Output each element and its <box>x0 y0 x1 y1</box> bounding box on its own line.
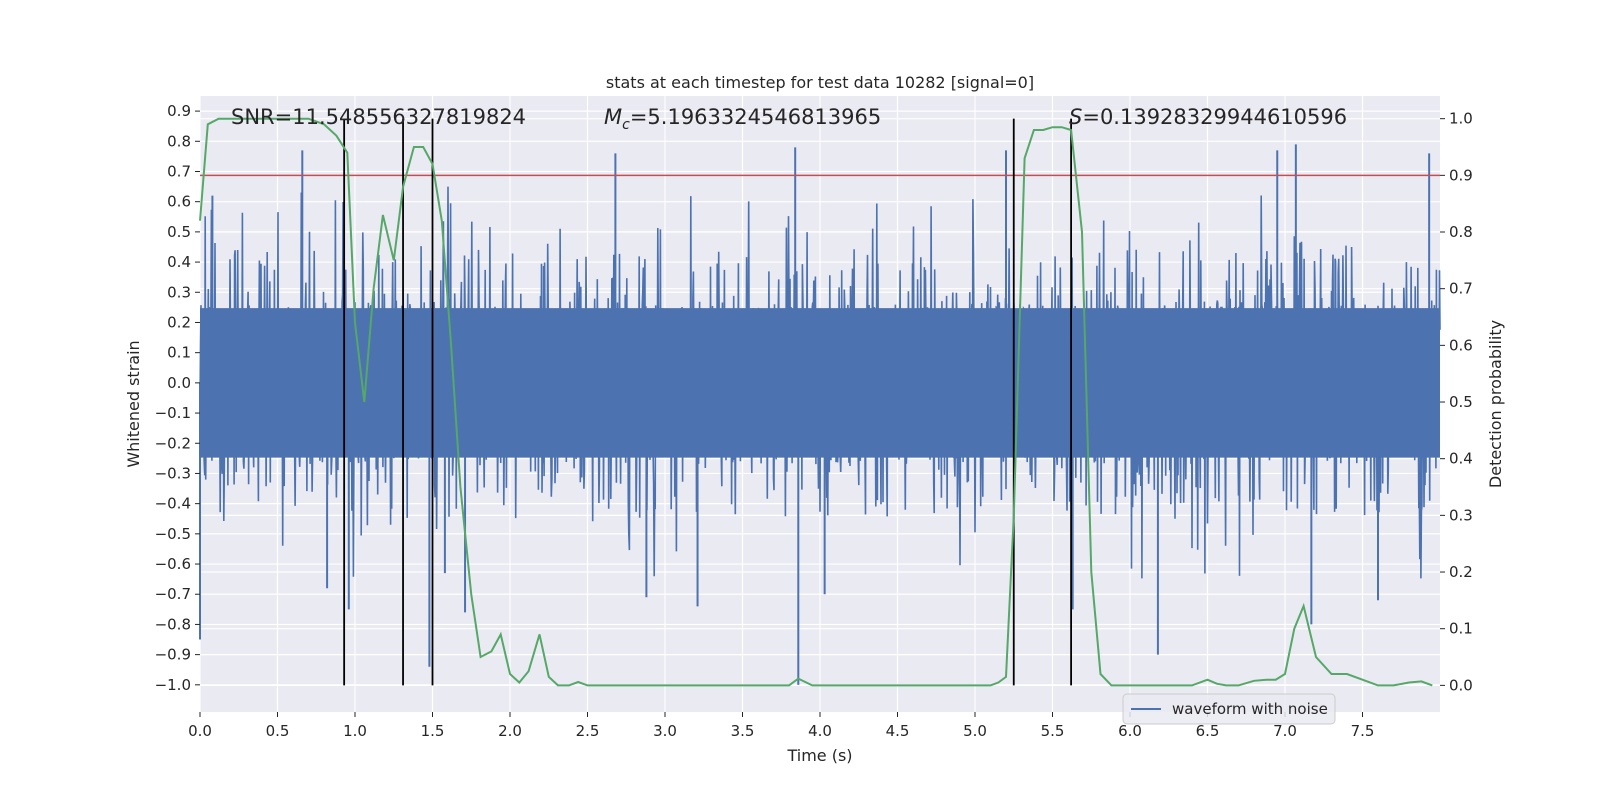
chirp-mass-annotation: Mc=5.1963324546813965 <box>604 105 881 133</box>
y-tick-label: 0.8 <box>167 132 191 150</box>
y-tick-label: 0.2 <box>167 313 191 331</box>
y-tick-label: −0.1 <box>155 404 191 422</box>
y-tick-label: 0.3 <box>167 283 191 301</box>
y2-tick-label: 0.3 <box>1449 506 1473 524</box>
y-tick-label: −0.4 <box>155 495 191 513</box>
y2-axis-label: Detection probability <box>1486 320 1505 488</box>
y-tick-label: 0.7 <box>167 162 191 180</box>
s-annotation: S=0.13928329944610596 <box>1069 105 1347 129</box>
legend: waveform with noise <box>1122 693 1336 725</box>
probability-line <box>199 117 1433 687</box>
y2-tick-label: 0.8 <box>1449 223 1473 241</box>
x-tick-label: 1.0 <box>343 722 367 740</box>
x-tick-label: 0.0 <box>188 722 212 740</box>
x-axis-ticks: 0.0 0.5 1.0 1.5 2.0 2.5 3.0 3.5 4.0 4.5 5.0 5.5 6.0 6… <box>188 712 1374 740</box>
x-tick-label: 5.0 <box>963 722 987 740</box>
vertical-markers <box>343 118 1072 686</box>
x-tick-label: 6.0 <box>1118 722 1142 740</box>
y2-tick-label: 0.6 <box>1449 336 1473 354</box>
x-tick-label: 5.5 <box>1041 722 1065 740</box>
y-tick-label: −0.3 <box>155 464 191 482</box>
chirp-mass-value: =5.1963324546813965 <box>630 105 881 129</box>
snr-annotation: SNR=11.548556327819824 <box>231 105 526 129</box>
x-tick-label: 6.5 <box>1196 722 1220 740</box>
y2-tick-label: 0.0 <box>1449 676 1473 694</box>
x-tick-label: 2.5 <box>576 722 600 740</box>
y-tick-label: −0.9 <box>155 646 191 664</box>
waveform-series <box>199 144 1441 685</box>
y-tick-label: 0.4 <box>167 253 191 271</box>
y-tick-label: −0.7 <box>155 585 191 603</box>
y-tick-label: −0.5 <box>155 525 191 543</box>
chirp-mass-subscript: c <box>622 117 630 133</box>
y2-tick-label: 0.1 <box>1449 620 1473 638</box>
probability-series <box>199 117 1433 687</box>
legend-label-waveform: waveform with noise <box>1172 700 1328 718</box>
waveform-core <box>200 308 1440 458</box>
y2-tick-label: 1.0 <box>1449 110 1473 128</box>
y2-tick-label: 0.5 <box>1449 393 1473 411</box>
legend-box <box>1122 693 1336 725</box>
y-axis-ticks: 0.9 0.8 0.7 0.6 0.5 0.4 0.3 0.2 0.1 0.0 −0.1 −0.2 −0… <box>155 102 200 694</box>
y2-tick-label: 0.4 <box>1449 450 1473 468</box>
s-symbol: S <box>1069 105 1082 129</box>
y-tick-label: −0.2 <box>155 434 191 452</box>
y-tick-label: 0.6 <box>167 193 191 211</box>
chart-title: stats at each timestep for test data 102… <box>606 73 1034 92</box>
y-tick-label: 0.1 <box>167 344 191 362</box>
x-tick-label: 2.0 <box>498 722 522 740</box>
y-tick-label: −0.8 <box>155 615 191 633</box>
x-tick-label: 4.0 <box>808 722 832 740</box>
x-tick-label: 0.5 <box>266 722 290 740</box>
x-tick-label: 3.0 <box>653 722 677 740</box>
chirp-mass-symbol: M <box>604 105 622 129</box>
x-tick-label: 4.5 <box>886 722 910 740</box>
s-value: =0.13928329944610596 <box>1082 105 1347 129</box>
y2-tick-label: 0.7 <box>1449 280 1473 298</box>
x-tick-label: 7.0 <box>1273 722 1297 740</box>
x-tick-label: 3.5 <box>731 722 755 740</box>
y2-tick-label: 0.2 <box>1449 563 1473 581</box>
x-tick-label: 1.5 <box>421 722 445 740</box>
y2-axis-ticks: 1.0 0.9 0.8 0.7 0.6 0.5 0.4 0.3 0.2 0.1 0.0 <box>1440 110 1473 694</box>
y-tick-label: −1.0 <box>155 676 191 694</box>
x-axis-label: Time (s) <box>786 746 852 765</box>
y2-tick-label: 0.9 <box>1449 166 1473 184</box>
y-tick-label: 0.0 <box>167 374 191 392</box>
y-tick-label: −0.6 <box>155 555 191 573</box>
y-tick-label: 0.5 <box>167 223 191 241</box>
y-tick-label: 0.9 <box>167 102 191 120</box>
x-tick-label: 7.5 <box>1351 722 1375 740</box>
y-axis-label: Whitened strain <box>124 340 143 467</box>
